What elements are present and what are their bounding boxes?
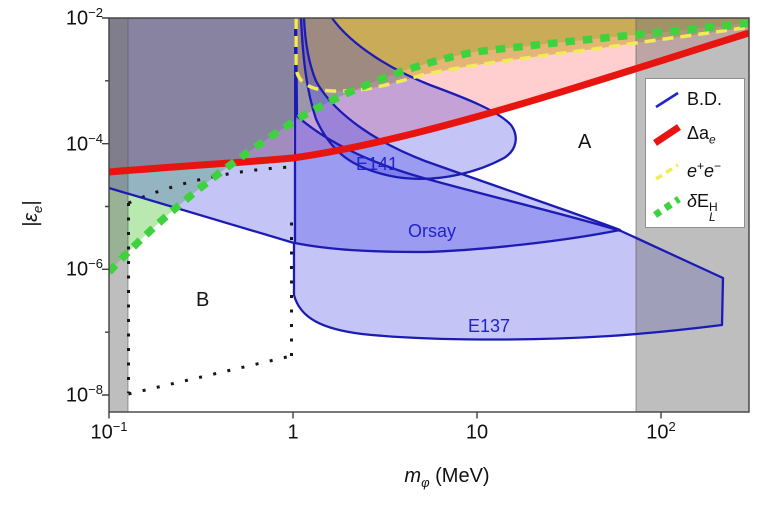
orsay-region-fill [295,18,620,252]
y-tick-1e-6: 10−6 [65,256,103,281]
x-tick-10: 10 [465,421,489,444]
e141-region-fill [301,18,516,179]
y-tick-1e-2: 10−2 [65,5,103,30]
legend-item-dae: Δae [652,118,738,152]
region-label-e137: E137 [468,316,511,336]
y-axis-label: |εe| [20,200,46,228]
legend-item-ee: e+e− [652,154,738,188]
x-axis-label: mφ (MeV) [404,465,490,490]
legend-label-bd: B.D. [687,89,723,110]
bd-line-sample-icon [655,91,679,108]
dae-line-sample-icon [653,124,681,147]
x-tick-100: 102 [646,419,676,444]
legend-label-dae: Δae [687,123,716,148]
legend-label-del: δE H L [687,190,718,224]
region-label-orsay: Orsay [408,221,457,241]
e141-outline [299,18,517,181]
ee-line-sample-icon [655,163,679,181]
region-label-e141: E141 [356,154,399,174]
gray-overlap-fill [109,18,293,172]
region-label-b: B [196,289,210,311]
y-tick-1e-4: 10−4 [65,131,103,156]
del-line-sample-icon [653,196,681,219]
yellow-ee-line [294,18,749,93]
red-dae-line [109,29,749,176]
dotted-contour [127,165,293,396]
x-tick-1: 1 [287,421,299,444]
bd-outlines [109,18,725,341]
green-del-line [109,19,749,275]
green-exclusion-fill [109,18,749,272]
legend-box: B.D. Δae e+e− δE H L [645,78,745,228]
x-tick-0p1: 10−1 [90,419,128,444]
e137-outline [109,18,725,341]
legend-item-bd: B.D. [652,83,738,117]
plot-frame [108,17,750,413]
legend-label-ee: e+e− [687,159,722,182]
orsay-outline [293,18,622,254]
legend-item-del: δE H L [652,189,738,223]
gray-band-left [109,18,128,412]
y-tick-1e-8: 10−8 [65,382,103,407]
axis-ticks [102,17,662,419]
region-label-a: A [578,131,592,153]
